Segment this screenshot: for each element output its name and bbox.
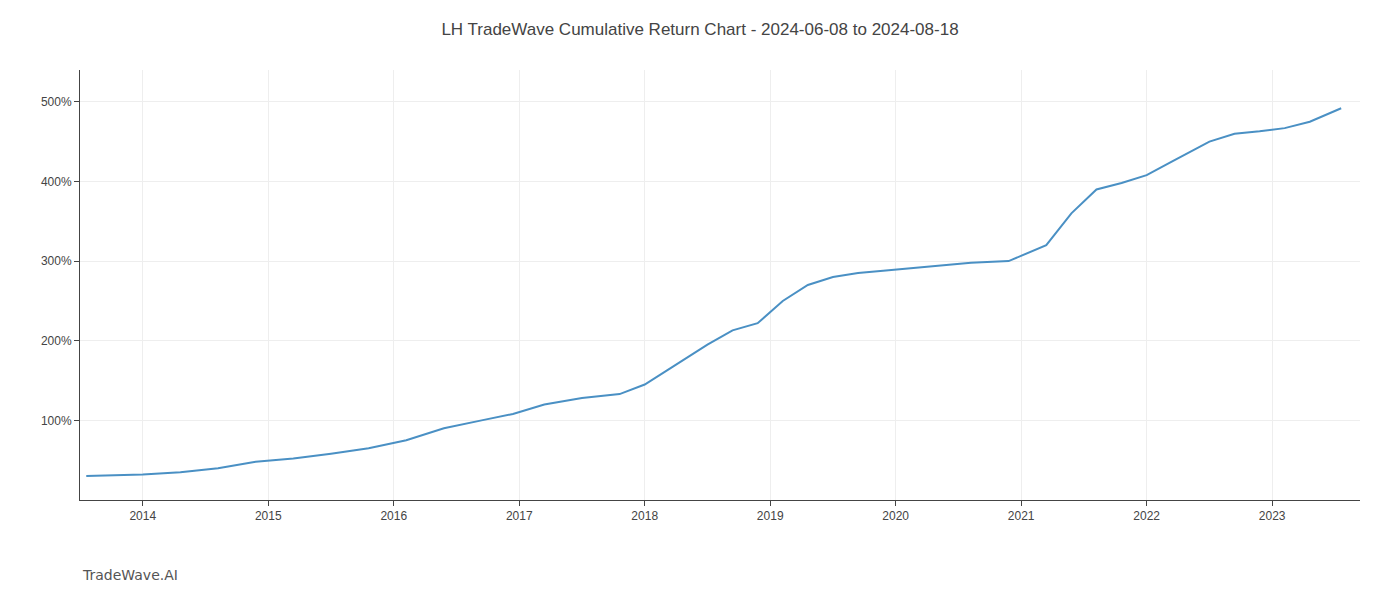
svg-text:2014: 2014 xyxy=(129,509,156,523)
svg-text:LH TradeWave Cumulative Return: LH TradeWave Cumulative Return Chart - 2… xyxy=(441,20,958,39)
svg-text:500%: 500% xyxy=(41,95,72,109)
svg-text:2020: 2020 xyxy=(882,509,909,523)
svg-text:2023: 2023 xyxy=(1259,509,1286,523)
svg-text:2019: 2019 xyxy=(757,509,784,523)
svg-text:2015: 2015 xyxy=(255,509,282,523)
svg-text:100%: 100% xyxy=(41,414,72,428)
svg-text:400%: 400% xyxy=(41,175,72,189)
svg-text:TradeWave.AI: TradeWave.AI xyxy=(82,567,178,583)
svg-text:2021: 2021 xyxy=(1008,509,1035,523)
svg-text:200%: 200% xyxy=(41,334,72,348)
svg-text:2017: 2017 xyxy=(506,509,533,523)
svg-text:2016: 2016 xyxy=(380,509,407,523)
svg-text:300%: 300% xyxy=(41,254,72,268)
svg-text:2018: 2018 xyxy=(631,509,658,523)
svg-text:2022: 2022 xyxy=(1133,509,1160,523)
